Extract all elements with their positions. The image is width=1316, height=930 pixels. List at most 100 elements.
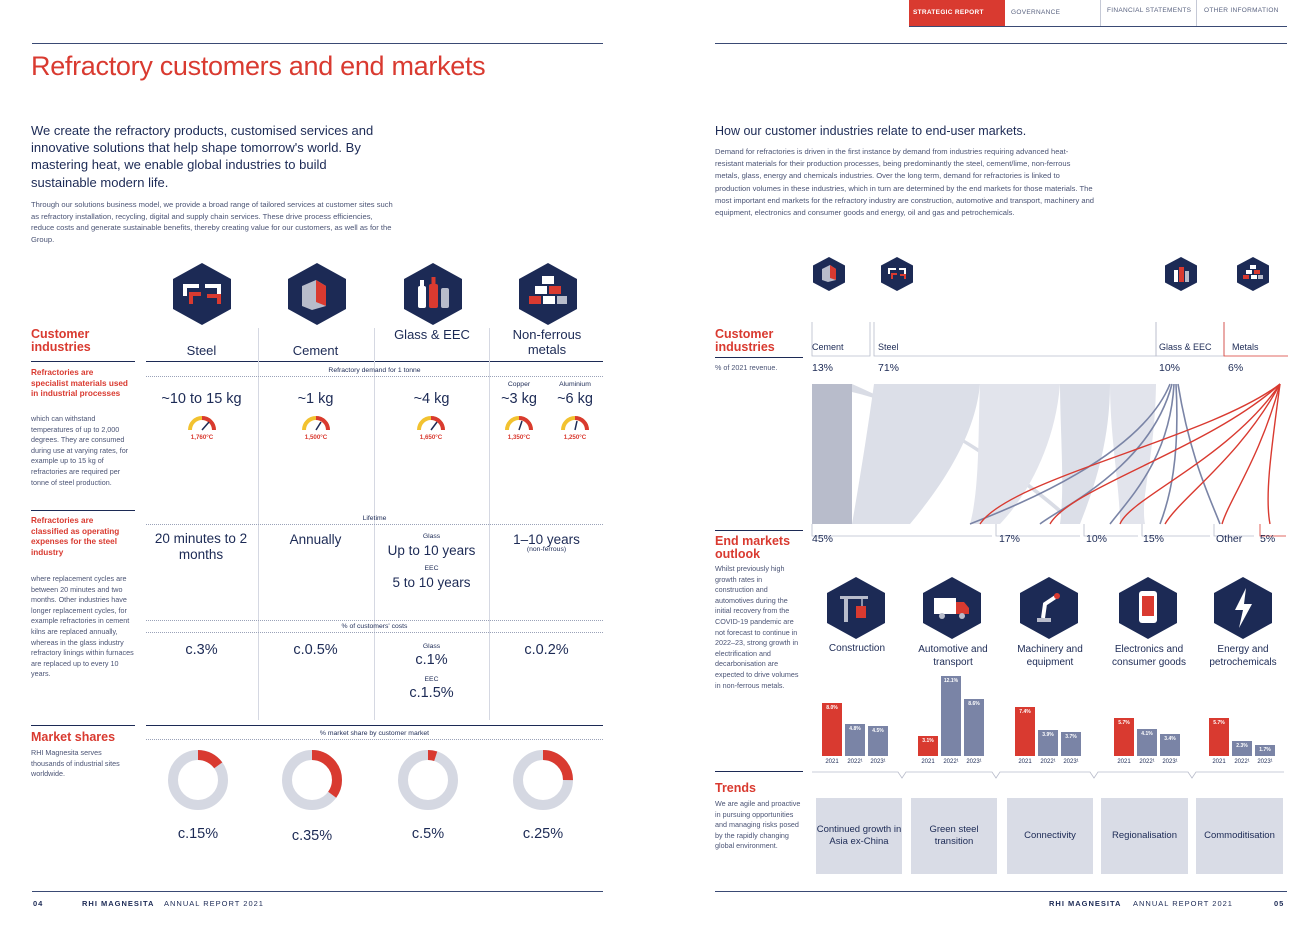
label-rule [715,771,803,772]
band-demand: Refractory demand for 1 tonne [328,367,421,374]
bar-value-label: 4.5% [872,728,884,735]
cost-eec: c.1.5% [409,685,454,701]
cost-eec-label: EEC [424,676,439,683]
market-construction: Construction [828,643,886,654]
gauge-icon [188,416,216,431]
bar-value-label: 4.8% [849,726,861,733]
bar-year-label: 2021 [1117,759,1131,765]
bars-bracket [812,771,1284,779]
band-demand-dots [146,376,603,377]
end-pct-machinery: 10% [1086,533,1108,545]
end-markets-label: End markets outlook [715,534,791,561]
steel-icon [173,263,231,325]
glass-icon [1165,257,1197,291]
label-rule [31,361,135,362]
cost-steel: c.3% [185,642,218,658]
growth-bar [1255,744,1275,756]
cement-icon [288,263,346,325]
end-pct-energy: 5% [1260,533,1276,545]
growth-bar [941,676,961,756]
machinery-icon [1020,577,1078,639]
market-shares-heading: Market shares [31,730,116,744]
label-rule [31,510,135,511]
bar-value-label: 3.4% [1164,735,1176,742]
bar-year-label: 2021 [1212,759,1226,765]
temp-aluminium: 1,250°C [563,434,587,441]
share-steel: c.15% [177,826,219,842]
tab-financial-statements[interactable]: FINANCIAL STATEMENTS [1103,0,1197,26]
bar-year-label: 2022¹ [847,759,863,765]
eec-label: EEC [424,565,439,572]
bar-value-label: 8.0% [826,705,838,712]
right-body: Demand for refractories is driven in the… [715,147,1095,218]
trend-connectivity: Connectivity [1007,798,1093,874]
growth-bar [1232,740,1252,756]
growth-bar [1015,707,1035,756]
bar-year-label: 2023¹ [1063,759,1079,765]
footer-brand-left: RHI MAGNESITA [82,899,155,908]
bar-year-label: 2023¹ [870,759,886,765]
growth-bar [1137,728,1157,756]
donut-chart-glass [398,750,458,810]
lifetime-nonferrous: 1–10 years [513,532,580,547]
bar-value-label: 2.3% [1236,742,1248,749]
bar-value-label: 4.1% [1141,730,1153,737]
temp-copper: 1,350°C [507,434,531,441]
cost-glass-label: Glass [422,643,441,650]
cost-cement: c.0.5% [293,642,338,658]
steel-icon [881,257,913,291]
cost-nonferrous: c.0.2% [524,642,569,658]
nav-underline [909,26,1287,27]
nonferrous-note: (non-ferrous) [526,546,567,553]
bar-value-label: 12.1% [943,678,959,684]
cust-steel-pct: 71% [878,362,900,374]
automotive-icon [923,577,981,639]
columns-rule-3 [146,725,603,726]
demand-copper: ~3 kg [501,391,537,407]
bar-value-label: 3.9% [1042,732,1054,739]
bar-year-label: 2022¹ [1040,759,1056,765]
sankey-diagram [811,322,1288,537]
end-pct-automotive: 17% [999,533,1021,545]
bar-value-label: 5.7% [1213,720,1225,727]
col-nonferrous: Non-ferrous metals [512,327,582,357]
growth-bar [1061,731,1081,756]
construction-icon [827,577,885,639]
bar-year-label: 2021 [1018,759,1032,765]
demand-aluminium: ~6 kg [557,391,593,407]
label-rule [715,530,803,531]
tab-governance[interactable]: GOVERNANCE [1007,0,1101,26]
col-glass: Glass & EEC [394,327,470,342]
lifetime-eec: 5 to 10 years [392,575,471,590]
trend-asia: Continued growth in Asia ex-China [816,798,902,874]
market-electronics: Electronics and consumer goods [1112,644,1186,668]
copper-label: Copper [507,381,531,388]
growth-bar [1160,733,1180,756]
donut-chart-cement [282,750,342,810]
growth-bar [1209,718,1229,756]
temp-steel: 1,760°C [190,434,214,441]
lifetime-cement: Annually [289,532,342,547]
tab-other-information[interactable]: OTHER INFORMATION [1204,7,1279,14]
tab-strategic-report[interactable]: STRATEGIC REPORT [909,0,1005,26]
bar-value-label: 7.4% [1019,709,1031,716]
demand-cement: ~1 kg [297,391,334,407]
cement-icon [813,257,845,291]
share-cement: c.35% [291,828,333,844]
growth-bar [918,735,938,756]
label-rule [31,725,135,726]
footer-report-left: ANNUAL REPORT 2021 [164,899,264,908]
footer-brand-right: RHI MAGNESITA [1049,899,1122,908]
bar-year-label: 2023¹ [966,759,982,765]
glass-label: Glass [422,533,441,540]
end-pct-other: Other [1216,533,1243,545]
bar-value-label: 3.1% [922,737,934,744]
section1-heading: Refractories are specialist materials us… [31,368,128,399]
bar-year-label: 2021 [921,759,935,765]
col-steel: Steel [186,343,217,358]
band-costs: % of customers' costs [341,623,408,630]
cust-cement: Cement [812,342,844,352]
gauge-icon [302,416,330,431]
bar-year-label: 2022¹ [1234,759,1250,765]
label-rule [715,357,803,358]
